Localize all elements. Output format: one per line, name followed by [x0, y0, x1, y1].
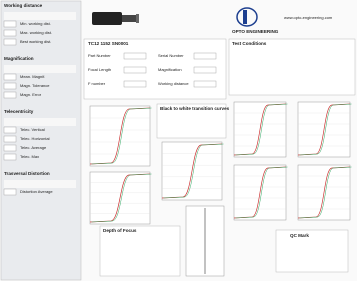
transition-title: Black to white transition curves [160, 106, 230, 111]
field-box [194, 53, 216, 59]
signature-title: QC Mark [290, 233, 309, 238]
field-box [194, 81, 216, 87]
value-box [4, 189, 16, 195]
section-note [4, 180, 76, 188]
value-box [4, 154, 16, 160]
row-label: Magn. Error [20, 92, 42, 97]
row-label: Magn. Tolerance [20, 83, 50, 88]
section-title: Telecentricity [4, 109, 34, 114]
value-box [4, 30, 16, 36]
row-label: Telec. Average [20, 145, 47, 150]
field-box [124, 81, 146, 87]
section-note [4, 12, 76, 20]
datasheet: OPTO ENGINEERING www.opto-engineering.co… [0, 0, 357, 281]
field-label: Magnification [158, 67, 182, 72]
depth-title: Depth of Focus [103, 228, 137, 233]
row-label: Telec. Horizontal [20, 136, 50, 141]
value-box [4, 127, 16, 133]
value-box [4, 83, 16, 89]
value-box [4, 39, 16, 45]
field-label: Working distance [158, 81, 189, 86]
row-label: Telec. Max [20, 154, 39, 159]
section-note [4, 118, 76, 126]
test-panel [229, 39, 355, 95]
section-title: Working distance [4, 3, 43, 8]
row-label: Min. working dist. [20, 21, 51, 26]
field-box [194, 67, 216, 73]
brand: OPTO ENGINEERING [232, 29, 279, 34]
value-box [4, 145, 16, 151]
section-note [4, 65, 76, 73]
test-title: Test Conditions [232, 41, 267, 46]
section-title: Magnification [4, 56, 34, 61]
depth-panel [100, 226, 180, 276]
row-label: Distortion Average [20, 189, 53, 194]
value-box [4, 136, 16, 142]
sheet: OPTO ENGINEERING www.opto-engineering.co… [0, 0, 357, 281]
row-label: Mean. Magnif. [20, 74, 45, 79]
field-label: Part Number [88, 53, 111, 58]
value-box [4, 92, 16, 98]
row-label: Best working dist. [20, 39, 51, 44]
field-box [124, 67, 146, 73]
field-label: Focal Length [88, 67, 111, 72]
field-box [124, 53, 146, 59]
url: www.opto-engineering.com [284, 15, 333, 20]
field-label: Serial Number [158, 53, 184, 58]
signature-panel [276, 230, 348, 272]
row-label: Telec. Vertical [20, 127, 45, 132]
section-title: Trasversal Distortion [4, 171, 50, 176]
row-label: Max. working dist. [20, 30, 52, 35]
info-title: TC12 1152 SN0001 [88, 41, 129, 46]
value-box [4, 21, 16, 27]
field-label: F number [88, 81, 106, 86]
value-box [4, 74, 16, 80]
